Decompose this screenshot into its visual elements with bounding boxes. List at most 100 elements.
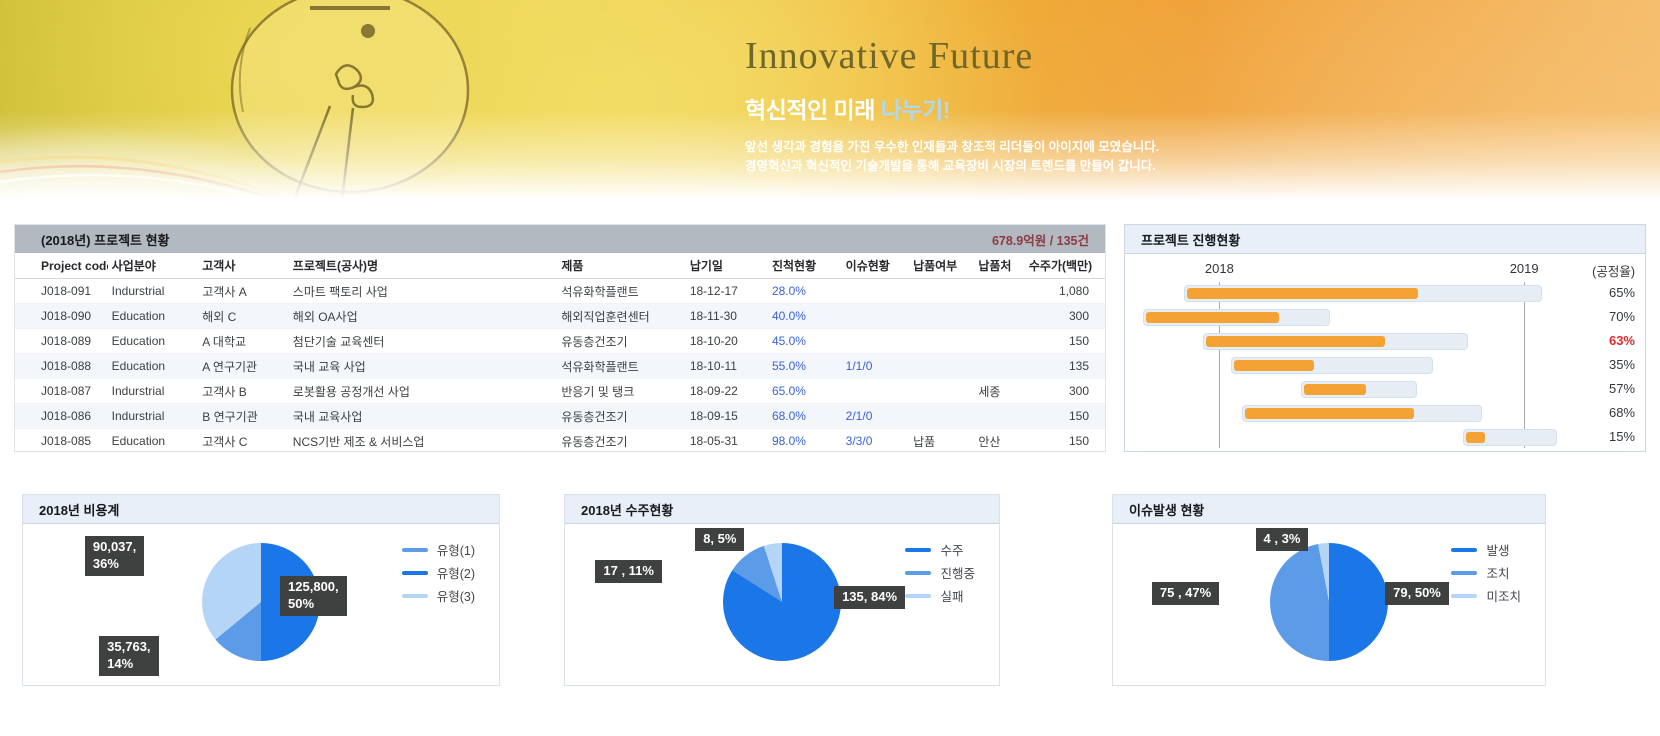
pie-data-label-line: 125,800, [288,579,339,594]
gantt-year-axis: 2018 2019 [1137,260,1573,282]
gantt-percent-label: 65% [1608,285,1635,300]
cost-pie-panel: 2018년 비용계 유형(1) 유형(2) 유형(3) 125,800, 50% 35,7… [22,494,500,686]
banner-desc-line1: 앞선 생각과 경험을 가진 우수한 인재들과 창조적 리더들이 아이지에 모였습… [745,140,1160,154]
column-header: 납기일 [685,253,768,279]
banner-desc-line2: 경영혁신과 혁신적인 기술개발을 통해 교육장비 시장의 트렌드를 만들어 갑니… [745,158,1156,173]
table-cell [974,328,1025,354]
gantt-panel-title: 프로젝트 진행현황 [1125,225,1645,254]
table-cell: 40.0% [767,303,842,329]
column-header: 프로젝트(공사)명 [288,253,558,279]
table-cell: J018-086 [15,403,108,429]
table-cell [974,303,1025,329]
gantt-percent-label: 15% [1608,429,1635,444]
table-cell [909,328,975,354]
gantt-bar-track [1463,429,1558,446]
table-cell: 석유화학플랜트 [557,353,686,379]
gantt-percent-label: 35% [1608,357,1635,372]
table-cell: J018-087 [15,378,108,404]
legend-item: 진행중 [905,563,975,582]
issues-pie-title: 이슈발생 현황 [1113,495,1545,524]
banner-subtitle-accent: 나누기! [880,97,951,123]
banner-title: Innovative Future [745,35,1034,77]
legend-label: 발생 [1486,544,1510,558]
issues-pie-panel: 이슈발생 현황 발생 조치 미조치 79, 50% 75 , 47% 4 , 3% [1112,494,1546,686]
table-cell: 안산 [974,428,1025,451]
gantt-bar-fill [1187,288,1419,299]
gantt-bar-track [1300,381,1417,398]
table-cell: 석유화학플랜트 [557,278,686,304]
table-cell: 국내 교육 사업 [288,353,558,379]
top-row: (2018년) 프로젝트 현황 678.9억원 / 135건 Project c… [0,224,1660,452]
issues-pie-chart: 발생 조치 미조치 79, 50% 75 , 47% 4 , 3% [1113,524,1545,685]
legend-swatch [1451,593,1478,598]
table-cell: 로봇활용 공정개선 사업 [288,378,558,404]
legend-swatch [1451,547,1478,552]
pie-legend: 수주 진행중 실패 [905,540,975,605]
gantt-row [1137,282,1573,306]
table-cell: 스마트 팩토리 사업 [288,278,558,304]
table-cell [909,303,975,329]
gantt-percent-column: (공정율) 65% 70% 63% 35% 57% 68% 15% [1573,260,1635,450]
pie-legend: 유형(1) 유형(2) 유형(3) [401,540,475,605]
orders-pie-title: 2018년 수주현황 [565,495,999,524]
table-cell: 65.0% [767,378,842,404]
pie-data-label: 125,800, 50% [280,576,347,616]
pie-charts-row: 2018년 비용계 유형(1) 유형(2) 유형(3) 125,800, 50% 35,7… [0,494,1660,686]
legend-swatch [905,570,932,575]
table-cell: 135 [1024,353,1105,379]
table-cell: Indurstrial [107,403,199,429]
gantt-plot-area [1137,282,1573,450]
table-cell: Indurstrial [107,278,199,304]
table-row: J018-088 Education A 연구기관 국내 교육 사업 석유화학플랜트 18… [15,353,1105,379]
table-cell: A 연구기관 [198,353,289,379]
pie-circle [1270,543,1388,661]
column-header: Project code [15,253,108,279]
table-cell: 고객사 A [198,278,289,304]
column-header: 고객사 [198,253,289,279]
table-cell: 1/1/0 [841,353,910,379]
gantt-right-axis-label: (공정율) [1592,265,1635,279]
pie-data-label: 75 , 47% [1151,582,1220,605]
pie-legend: 발생 조치 미조치 [1451,540,1521,605]
gantt-percent-label: 63% [1608,333,1635,348]
table-cell: 2/1/0 [841,403,910,429]
gantt-bar-fill [1205,336,1386,347]
column-header: 이슈현황 [841,253,910,279]
table-cell [909,378,975,404]
gantt-chart: 2018 2019 (공정율) 65% 70% 63% 35% 57% 68% 15% [1125,254,1645,451]
table-row: J018-085 Education 고객사 C NCS기반 제조 & 서비스업 유동층… [15,428,1105,451]
orders-pie-chart: 수주 진행중 실패 135, 84% 17 , 11% 8, 5% [565,524,999,685]
table-cell: 3/3/0 [841,428,910,451]
project-table-body: J018-091 Indurstrial 고객사 A 스마트 팩토리 사업 석유화학플랜… [15,278,1105,451]
pie-data-label-line: 4 , 3% [1263,531,1301,546]
orders-pie-panel: 2018년 수주현황 수주 진행중 실패 135, 84% 17 , 11% 8, 5% [564,494,1000,686]
table-cell: 18-10-11 [685,353,768,379]
column-header: 수주가(백만) [1024,253,1105,279]
column-header: 진척현황 [767,253,842,279]
pie-data-label: 17 , 11% [595,560,662,583]
table-cell: 18-12-17 [685,278,768,304]
table-cell: Education [107,328,199,354]
table-row: J018-089 Education A 대학교 첨단기술 교육센터 유동층건조기 18-… [15,328,1105,354]
table-row: J018-086 Indurstrial B 연구기관 국내 교육사업 유동층건조기 18… [15,403,1105,429]
pie-circle [723,543,841,661]
table-cell [909,278,975,304]
legend-item: 발생 [1451,540,1521,559]
table-cell: J018-091 [15,278,108,304]
table-cell: 1,080 [1024,278,1105,304]
table-cell [974,353,1025,379]
table-cell: 18-09-15 [685,403,768,429]
hero-banner: Innovative Future 혁신적인 미래 나누기! 앞선 생각과 경험… [0,0,1660,200]
legend-label: 조치 [1486,567,1510,581]
legend-item: 유형(3) [401,586,475,605]
cost-pie-title: 2018년 비용계 [23,495,499,524]
table-cell: 28.0% [767,278,842,304]
legend-item: 유형(1) [401,540,475,559]
table-row: J018-087 Indurstrial 고객사 B 로봇활용 공정개선 사업 반응기 … [15,378,1105,404]
gantt-bar-fill [1244,408,1414,419]
pie-data-label: 79, 50% [1385,582,1449,605]
legend-item: 수주 [905,540,975,559]
legend-swatch [1451,570,1478,575]
table-cell [974,278,1025,304]
